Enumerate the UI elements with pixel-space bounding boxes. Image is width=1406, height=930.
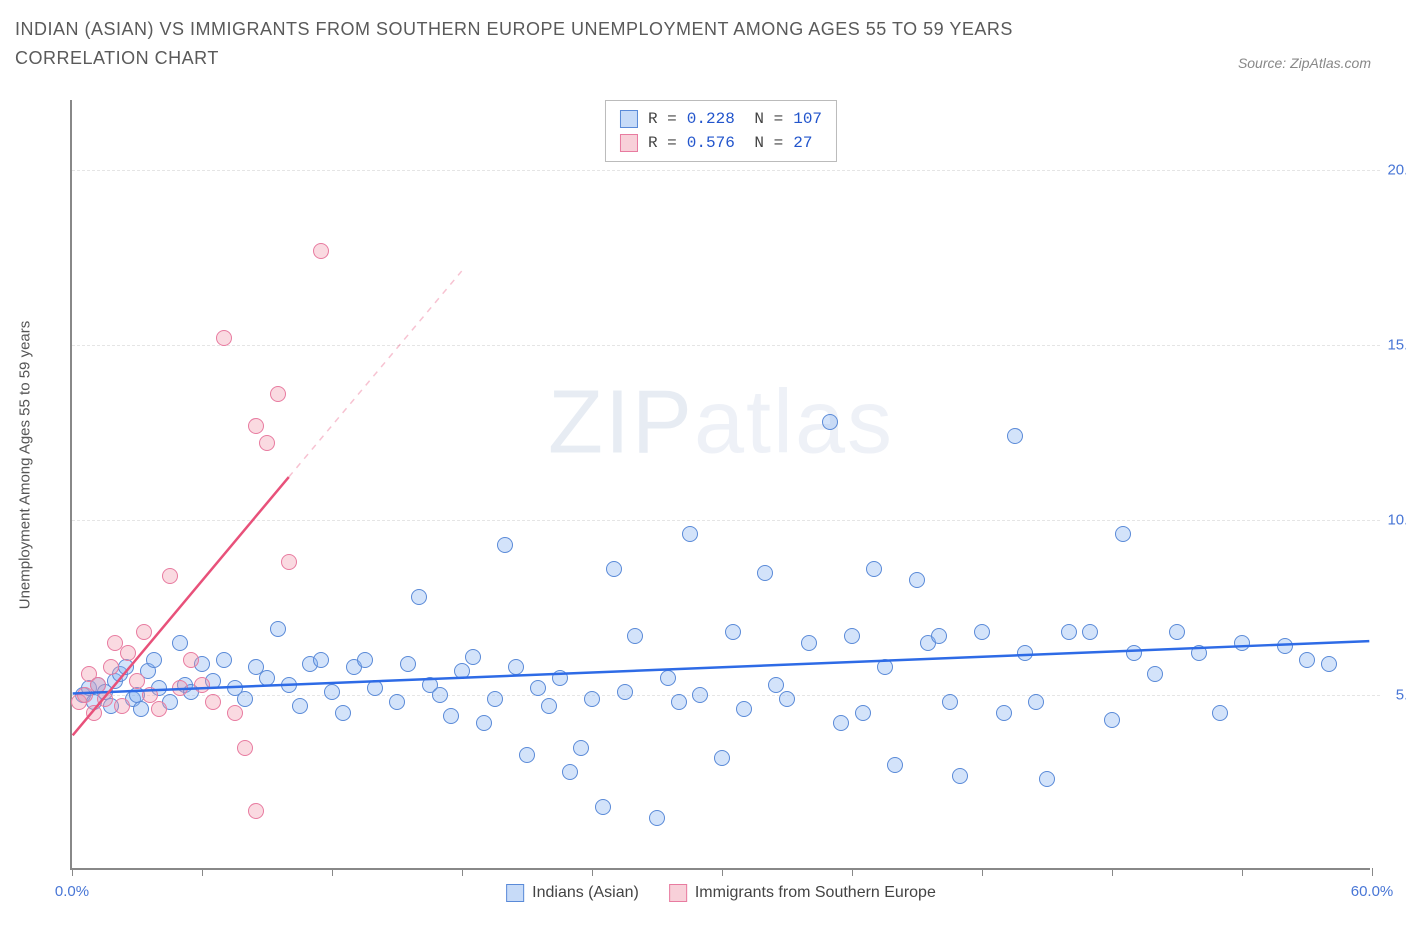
- x-tick: [202, 868, 203, 876]
- chart-title: INDIAN (ASIAN) VS IMMIGRANTS FROM SOUTHE…: [15, 15, 1115, 73]
- y-tick-label: 20.0%: [1387, 162, 1406, 179]
- swatch-pink: [620, 134, 638, 152]
- x-tick: [592, 868, 593, 876]
- x-tick: [1372, 868, 1373, 876]
- y-axis-label: Unemployment Among Ages 55 to 59 years: [17, 321, 34, 610]
- legend-item-pink: Immigrants from Southern Europe: [669, 884, 936, 902]
- n-value-pink: 27: [793, 131, 812, 155]
- series-label-pink: Immigrants from Southern Europe: [695, 884, 936, 902]
- swatch-pink: [669, 884, 687, 902]
- y-tick-label: 15.0%: [1387, 337, 1406, 354]
- r-value-blue: 0.228: [687, 107, 735, 131]
- r-label: R =: [648, 107, 677, 131]
- x-tick: [72, 868, 73, 876]
- legend-row-blue: R = 0.228 N = 107: [620, 107, 822, 131]
- correlation-chart: INDIAN (ASIAN) VS IMMIGRANTS FROM SOUTHE…: [15, 15, 1391, 915]
- series-legend: Indians (Asian) Immigrants from Southern…: [506, 884, 936, 902]
- n-label: N =: [745, 131, 783, 155]
- n-value-blue: 107: [793, 107, 822, 131]
- x-tick: [1242, 868, 1243, 876]
- x-tick: [462, 868, 463, 876]
- legend-row-pink: R = 0.576 N = 27: [620, 131, 822, 155]
- swatch-blue: [620, 110, 638, 128]
- x-tick-label: 0.0%: [55, 883, 89, 900]
- series-label-blue: Indians (Asian): [532, 884, 639, 902]
- plot-area: ZIPatlas R = 0.228 N = 107 R = 0.576 N =…: [70, 100, 1370, 870]
- n-label: N =: [745, 107, 783, 131]
- trend-lines: [72, 100, 1370, 868]
- swatch-blue: [506, 884, 524, 902]
- x-tick: [852, 868, 853, 876]
- r-label: R =: [648, 131, 677, 155]
- x-tick: [1112, 868, 1113, 876]
- source-attribution: Source: ZipAtlas.com: [1238, 55, 1371, 71]
- x-tick: [722, 868, 723, 876]
- x-tick: [332, 868, 333, 876]
- legend-item-blue: Indians (Asian): [506, 884, 639, 902]
- y-tick-label: 10.0%: [1387, 512, 1406, 529]
- y-tick-label: 5.0%: [1396, 687, 1406, 704]
- r-value-pink: 0.576: [687, 131, 735, 155]
- x-tick: [982, 868, 983, 876]
- correlation-legend: R = 0.228 N = 107 R = 0.576 N = 27: [605, 100, 837, 162]
- x-tick-label: 60.0%: [1351, 883, 1394, 900]
